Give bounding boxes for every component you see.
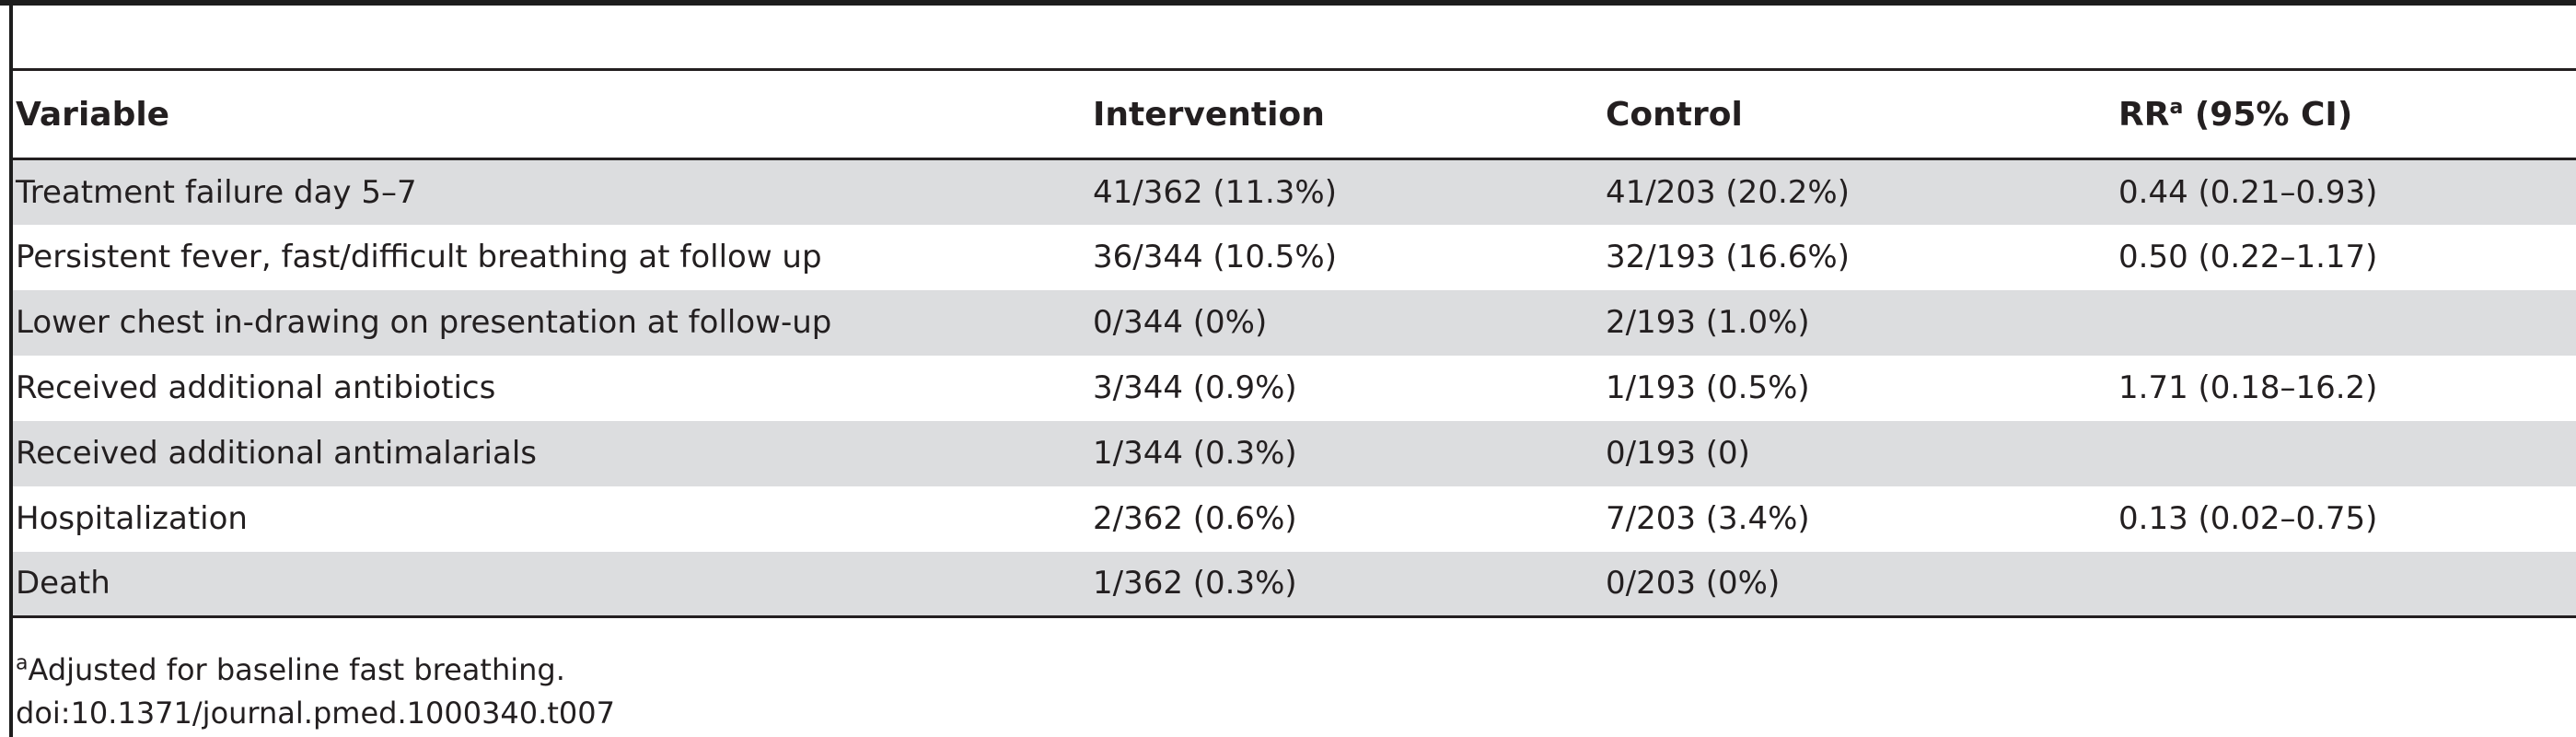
cell-variable: Received additional antimalarials — [13, 420, 1090, 486]
header-rr: RRa (95% CI) — [2116, 68, 2576, 160]
table-row: Death 1/362 (0.3%) 0/203 (0%) — [13, 551, 2576, 618]
cell-intervention: 41/362 (11.3%) — [1090, 158, 1603, 225]
top-border — [0, 0, 2576, 6]
cell-rr — [2116, 289, 2576, 356]
header-rr-footnote-marker: a — [2169, 95, 2184, 119]
cell-variable: Lower chest in-drawing on presentation a… — [13, 289, 1090, 356]
cell-variable: Received additional antibiotics — [16, 369, 496, 406]
cell-intervention: 36/344 (10.5%) — [1093, 239, 1337, 275]
cell-control: 7/203 (3.4%) — [1606, 500, 1810, 537]
cell-rr: 0.50 (0.22–1.17) — [2118, 239, 2378, 275]
cell-intervention: 0/344 (0%) — [1090, 289, 1603, 356]
cell-control: 0/203 (0%) — [1603, 551, 2116, 618]
table-row: Received additional antibiotics 3/344 (0… — [13, 356, 2576, 421]
table-row: Treatment failure day 5–7 41/362 (11.3%)… — [13, 158, 2576, 225]
cell-variable: Hospitalization — [16, 500, 248, 537]
footnote-marker: a — [16, 651, 29, 675]
header-row: Variable Intervention Control RRa (95% C… — [13, 68, 2576, 160]
table-row: Received additional antimalarials 1/344 … — [13, 420, 2576, 486]
cell-variable: Death — [13, 551, 1090, 618]
cell-variable: Persistent fever, fast/difficult breathi… — [16, 239, 822, 275]
doi-link[interactable]: doi:10.1371/journal.pmed.1000340.t007 — [16, 696, 615, 731]
cell-control: 41/203 (20.2%) — [1603, 158, 2116, 225]
cell-rr: 1.71 (0.18–16.2) — [2118, 369, 2378, 406]
header-rr-label: RR — [2118, 95, 2170, 134]
table-footnotes: aAdjusted for baseline fast breathing. d… — [16, 649, 615, 735]
results-table-container: Variable Intervention Control RRa (95% C… — [13, 68, 2576, 618]
header-control: Control — [1603, 68, 2116, 160]
cell-control: 32/193 (16.6%) — [1606, 239, 1850, 275]
cell-intervention: 1/344 (0.3%) — [1090, 420, 1603, 486]
cell-control: 1/193 (0.5%) — [1606, 369, 1810, 406]
left-border — [9, 0, 13, 737]
footnote-adjusted: aAdjusted for baseline fast breathing. — [16, 649, 615, 692]
header-rr-ci: (95% CI) — [2183, 95, 2353, 134]
cell-intervention: 2/362 (0.6%) — [1093, 500, 1297, 537]
footnote-text: Adjusted for baseline fast breathing. — [28, 652, 565, 687]
table-row: Lower chest in-drawing on presentation a… — [13, 289, 2576, 356]
results-table: Variable Intervention Control RRa (95% C… — [13, 68, 2576, 618]
cell-rr — [2116, 420, 2576, 486]
cell-intervention: 1/362 (0.3%) — [1090, 551, 1603, 618]
cell-variable: Treatment failure day 5–7 — [13, 158, 1090, 225]
cell-intervention: 3/344 (0.9%) — [1093, 369, 1297, 406]
header-variable: Variable — [13, 68, 1090, 160]
cell-control: 2/193 (1.0%) — [1603, 289, 2116, 356]
cell-rr — [2116, 551, 2576, 618]
table-row: Persistent fever, fast/difficult breathi… — [13, 225, 2576, 290]
cell-rr: 0.44 (0.21–0.93) — [2116, 158, 2576, 225]
cell-control: 0/193 (0) — [1603, 420, 2116, 486]
cell-rr: 0.13 (0.02–0.75) — [2118, 500, 2378, 537]
table-row: Hospitalization 2/362 (0.6%) 7/203 (3.4%… — [13, 486, 2576, 552]
header-intervention: Intervention — [1090, 68, 1603, 160]
